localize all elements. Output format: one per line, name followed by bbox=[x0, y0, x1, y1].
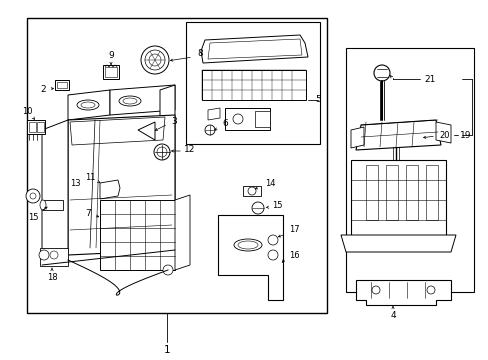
Bar bbox=[243, 186, 261, 196]
Polygon shape bbox=[350, 127, 363, 148]
Bar bbox=[100, 200, 175, 270]
Text: 15: 15 bbox=[271, 201, 282, 210]
Polygon shape bbox=[160, 85, 175, 205]
Bar bbox=[224, 108, 269, 130]
Circle shape bbox=[157, 147, 167, 157]
Text: 8: 8 bbox=[197, 49, 203, 58]
Polygon shape bbox=[350, 160, 445, 240]
Circle shape bbox=[26, 189, 40, 203]
Circle shape bbox=[141, 46, 169, 74]
Bar bbox=[43, 200, 63, 210]
Polygon shape bbox=[100, 180, 120, 199]
Polygon shape bbox=[138, 122, 155, 140]
Text: 19: 19 bbox=[459, 130, 471, 139]
Polygon shape bbox=[435, 122, 450, 143]
Text: 7: 7 bbox=[85, 208, 91, 217]
Text: 4: 4 bbox=[389, 311, 395, 320]
Text: 15: 15 bbox=[28, 213, 38, 222]
Polygon shape bbox=[385, 165, 397, 220]
Bar bbox=[27, 18, 326, 313]
Bar bbox=[57, 82, 67, 88]
Polygon shape bbox=[68, 90, 110, 120]
Ellipse shape bbox=[40, 200, 46, 210]
Polygon shape bbox=[68, 115, 175, 255]
Text: 17: 17 bbox=[288, 225, 299, 234]
Polygon shape bbox=[405, 165, 417, 220]
Polygon shape bbox=[207, 39, 302, 59]
Polygon shape bbox=[218, 215, 283, 300]
Circle shape bbox=[247, 187, 256, 195]
Bar bbox=[37, 122, 44, 132]
Text: 21: 21 bbox=[424, 75, 435, 84]
Ellipse shape bbox=[238, 241, 258, 249]
Circle shape bbox=[251, 202, 264, 214]
Polygon shape bbox=[340, 235, 455, 252]
Text: 2: 2 bbox=[40, 85, 46, 94]
Bar bbox=[55, 80, 69, 90]
Polygon shape bbox=[175, 195, 190, 270]
Circle shape bbox=[30, 193, 36, 199]
Text: 20: 20 bbox=[439, 130, 449, 139]
Ellipse shape bbox=[234, 239, 262, 251]
Polygon shape bbox=[425, 165, 437, 220]
Text: 14: 14 bbox=[264, 179, 275, 188]
Circle shape bbox=[373, 65, 389, 81]
Text: 9: 9 bbox=[108, 51, 114, 60]
Polygon shape bbox=[365, 165, 377, 220]
Circle shape bbox=[163, 265, 173, 275]
Circle shape bbox=[39, 250, 49, 260]
Circle shape bbox=[50, 251, 58, 259]
Bar bbox=[40, 248, 68, 266]
Text: 6: 6 bbox=[222, 120, 227, 129]
Polygon shape bbox=[355, 280, 450, 305]
Polygon shape bbox=[355, 120, 440, 150]
Text: 18: 18 bbox=[46, 274, 57, 283]
Text: 13: 13 bbox=[70, 179, 80, 188]
Text: 10: 10 bbox=[21, 108, 32, 117]
Polygon shape bbox=[201, 35, 307, 63]
Circle shape bbox=[267, 250, 278, 260]
Circle shape bbox=[426, 286, 434, 294]
Text: 3: 3 bbox=[171, 117, 177, 126]
Polygon shape bbox=[42, 120, 68, 265]
Circle shape bbox=[145, 50, 164, 70]
Bar bbox=[346, 48, 473, 292]
Circle shape bbox=[267, 235, 278, 245]
Bar bbox=[27, 120, 45, 134]
Text: 16: 16 bbox=[288, 251, 299, 260]
Bar bbox=[185, 22, 319, 144]
Bar bbox=[29, 122, 36, 132]
Bar bbox=[202, 70, 305, 100]
Polygon shape bbox=[110, 85, 175, 115]
Circle shape bbox=[371, 286, 379, 294]
Bar bbox=[254, 111, 269, 127]
Text: 5: 5 bbox=[314, 95, 320, 104]
Bar bbox=[105, 67, 117, 77]
Circle shape bbox=[154, 144, 170, 160]
Circle shape bbox=[149, 54, 161, 66]
Text: 1: 1 bbox=[163, 345, 170, 355]
Circle shape bbox=[204, 125, 215, 135]
Polygon shape bbox=[207, 108, 220, 120]
Text: 12: 12 bbox=[184, 144, 195, 153]
Polygon shape bbox=[70, 117, 164, 145]
Text: 11: 11 bbox=[84, 172, 95, 181]
Circle shape bbox=[232, 114, 243, 124]
Bar bbox=[103, 65, 119, 79]
